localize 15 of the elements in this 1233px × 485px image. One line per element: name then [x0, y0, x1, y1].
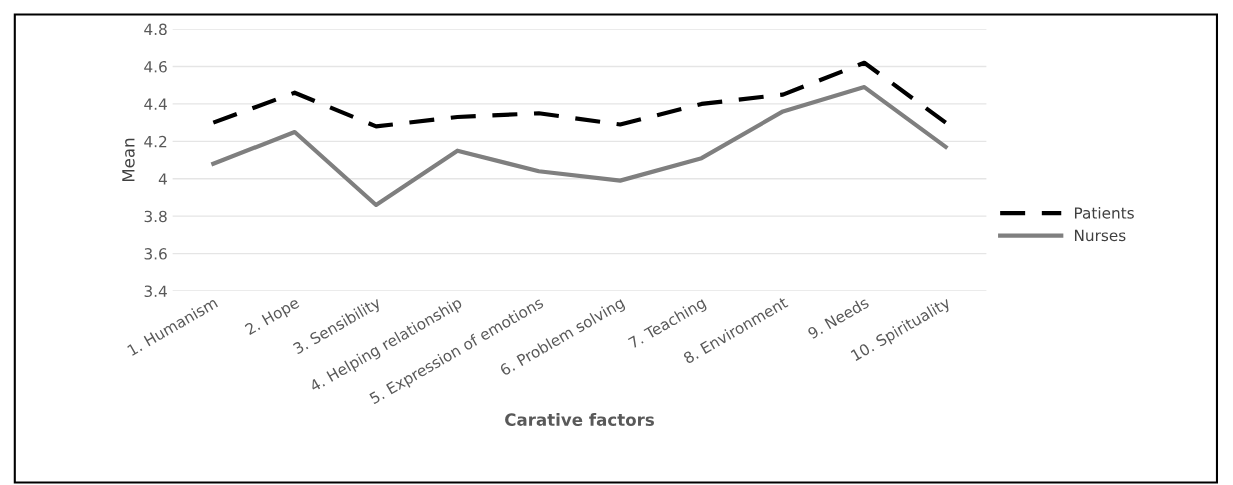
legend-label: Patients — [1074, 206, 1134, 219]
legend-label: Nurses — [1074, 229, 1126, 242]
y-tick-label: 4 — [158, 173, 167, 185]
x-tick-label: 2. Hope — [244, 296, 302, 338]
y-tick-label: 4.4 — [144, 98, 167, 110]
x-axis-title: Carative factors — [505, 413, 654, 426]
y-tick-label: 3.8 — [144, 210, 167, 223]
y-tick-label: 3.6 — [144, 248, 167, 260]
line-series — [211, 60, 948, 129]
y-tick-label: 4.8 — [144, 23, 167, 36]
line-series — [211, 85, 948, 208]
y-axis-title: Mean — [122, 138, 135, 182]
y-tick-label: 4.6 — [144, 60, 167, 73]
y-tick-label: 4.2 — [144, 135, 167, 148]
y-tick-label: 3.4 — [144, 285, 167, 298]
